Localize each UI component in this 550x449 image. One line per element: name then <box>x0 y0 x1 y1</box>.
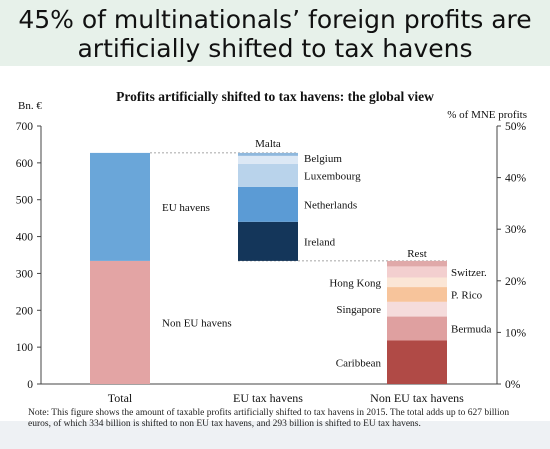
segment-label: Caribbean <box>336 357 382 369</box>
y2-tick-label: 20% <box>505 276 527 288</box>
segment-label: Belgium <box>304 153 342 165</box>
segment-label: Ireland <box>304 236 336 248</box>
bar-segment-non-eu-havens <box>90 260 150 384</box>
y2-tick-label: 50% <box>505 121 527 133</box>
bar-segment-luxembourg <box>238 163 298 187</box>
headline-line-1: 45% of multinationals’ foreign profits a… <box>18 5 532 34</box>
y-tick-label: 700 <box>16 121 34 133</box>
y-axis-label: Bn. € <box>18 100 42 112</box>
segment-label: Hong Kong <box>329 277 381 289</box>
bar-segment-malta <box>238 152 298 156</box>
segment-label: Switzer. <box>451 267 487 279</box>
bar-segment-belgium <box>238 155 298 164</box>
segment-label: Netherlands <box>304 199 357 211</box>
bar-segment-hong-kong <box>387 277 447 288</box>
y2-tick-label: 40% <box>505 173 527 185</box>
y-tick-label: 500 <box>16 195 34 207</box>
y-tick-label: 0 <box>27 379 33 391</box>
bar-segment-caribbean <box>387 340 447 384</box>
y2-tick-label: 30% <box>505 224 527 236</box>
segment-label: Malta <box>255 138 281 150</box>
bar-segment-eu-havens <box>90 152 150 261</box>
chart-note: Note: This figure shows the amount of ta… <box>28 408 510 429</box>
bar-segment-bermuda <box>387 316 447 341</box>
bar-segment-singapore <box>387 301 447 317</box>
x-tick-label: Total <box>108 391 133 405</box>
headline: 45% of multinationals’ foreign profits a… <box>0 0 550 66</box>
chart-area: Profits artificially shifted to tax have… <box>0 66 550 421</box>
bar-segment-rest <box>387 260 447 267</box>
headline-line-2: artificially shifted to tax havens <box>77 34 473 63</box>
y2-tick-label: 10% <box>505 327 527 339</box>
footer-bar <box>0 437 550 449</box>
segment-labels: Non EU havens EU havens Ireland Netherlands… <box>162 138 491 369</box>
y-tick-label: 200 <box>16 305 34 317</box>
segment-label: Rest <box>407 248 427 260</box>
bars <box>90 152 447 384</box>
segment-label: Non EU havens <box>162 317 232 329</box>
y-tick-label: 300 <box>16 268 34 280</box>
bar-segment-p-rico <box>387 287 447 302</box>
segment-label: EU havens <box>162 202 210 214</box>
x-tick-label: EU tax havens <box>233 391 303 405</box>
bar-segment-ireland <box>238 221 298 261</box>
segment-label: Luxembourg <box>304 170 361 182</box>
bar-segment-netherlands <box>238 186 298 222</box>
waterfall-chart: Profits artificially shifted to tax have… <box>16 89 527 405</box>
y-tick-label: 400 <box>16 232 34 244</box>
y-tick-label: 600 <box>16 158 34 170</box>
axes: 0 100 200 300 400 500 600 700 0% 10% 20% 30% 40% 50% T… <box>16 121 527 405</box>
chart-title: Profits artificially shifted to tax have… <box>116 89 434 104</box>
segment-label: Singapore <box>336 304 381 316</box>
y2-axis-label: % of MNE profits <box>447 109 527 121</box>
y-tick-label: 100 <box>16 342 34 354</box>
bar-segment-switzer <box>387 266 447 278</box>
segment-label: Bermuda <box>451 324 491 336</box>
connector-lines <box>150 152 447 262</box>
x-tick-label: Non EU tax havens <box>370 391 464 405</box>
segment-label: P. Rico <box>451 289 483 301</box>
y2-tick-label: 0% <box>505 379 521 391</box>
